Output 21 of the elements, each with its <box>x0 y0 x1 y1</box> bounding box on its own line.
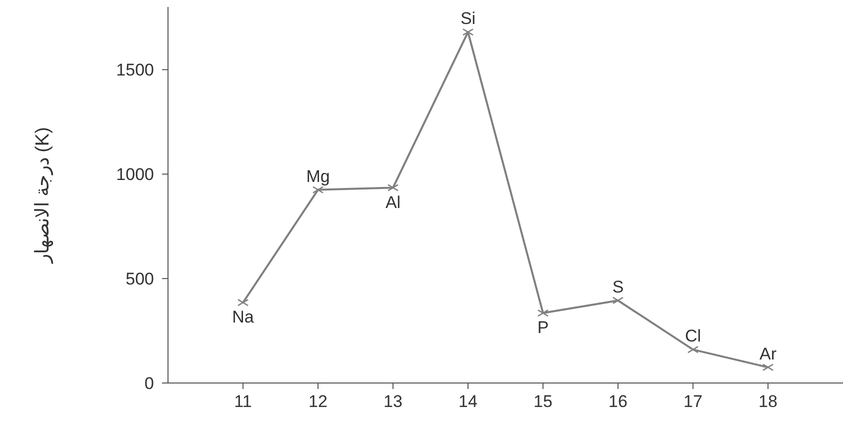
y-tick-label: 1000 <box>116 165 154 184</box>
y-tick-label: 500 <box>126 270 154 289</box>
annotation: S <box>612 277 624 296</box>
x-tick-label: 12 <box>308 392 328 412</box>
y-axis-title: درجة الانصهار (K) <box>32 127 54 264</box>
x-tick-label: 13 <box>384 392 402 412</box>
annotation: Mg <box>306 166 330 186</box>
x-tick-label: 18 <box>758 392 778 412</box>
annotation: Al <box>385 192 401 212</box>
x-tick-label: 11 <box>234 392 252 412</box>
x-tick-label: 17 <box>684 392 702 412</box>
y-tick-label: 1500 <box>116 60 154 80</box>
annotation: Cl <box>684 326 702 346</box>
y-tick-label: 0 <box>144 374 154 394</box>
x-tick-label: 16 <box>608 392 628 412</box>
annotation: P <box>537 318 549 338</box>
x-tick-label: 14 <box>458 392 478 412</box>
annotation: Na <box>232 308 254 327</box>
annotation: Si <box>460 9 476 28</box>
annotation: Ar <box>760 344 777 364</box>
x-tick-label: 15 <box>534 392 552 412</box>
